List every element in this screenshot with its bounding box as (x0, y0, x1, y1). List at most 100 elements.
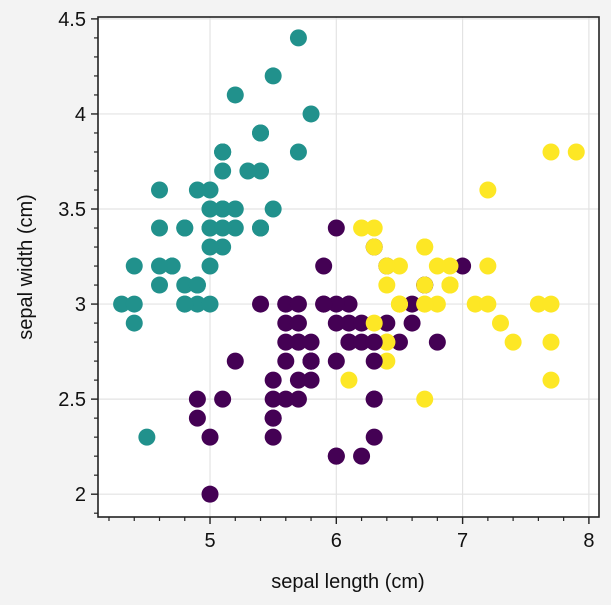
data-point (365, 219, 383, 237)
data-point (201, 485, 219, 503)
data-point (214, 390, 232, 408)
data-point (113, 295, 131, 313)
data-point (378, 314, 396, 332)
data-point (226, 352, 244, 370)
data-point (201, 238, 219, 256)
data-point (289, 333, 307, 351)
data-point (289, 314, 307, 332)
y-tick-label: 2 (75, 484, 86, 506)
data-point (340, 371, 358, 389)
x-tick-label: 7 (457, 530, 468, 552)
data-point (416, 238, 434, 256)
data-point (479, 181, 497, 199)
data-point (365, 314, 383, 332)
data-point (365, 238, 383, 256)
data-point (264, 67, 282, 85)
data-point (214, 219, 232, 237)
data-point (138, 428, 156, 446)
data-point (441, 276, 459, 294)
data-point (264, 428, 282, 446)
data-point (226, 200, 244, 218)
data-point (504, 333, 522, 351)
data-point (403, 314, 421, 332)
data-point (188, 409, 206, 427)
data-point (201, 257, 219, 275)
y-tick-label: 2.5 (58, 389, 86, 411)
data-point (466, 295, 484, 313)
data-point (340, 333, 358, 351)
data-point (125, 314, 143, 332)
data-point (479, 257, 497, 275)
data-point (327, 447, 345, 465)
data-point (428, 257, 446, 275)
data-point (315, 295, 333, 313)
data-point (353, 333, 371, 351)
data-point (201, 200, 219, 218)
data-point (327, 295, 345, 313)
data-point (353, 447, 371, 465)
axis-ticks: 5 6 7 8 2 2.5 3 3.5 4 4.5 (58, 9, 594, 552)
data-point (277, 295, 295, 313)
data-point (252, 219, 270, 237)
data-point (365, 428, 383, 446)
data-point (214, 200, 232, 218)
y-axis-label: sepal width (cm) (15, 194, 37, 340)
data-point (289, 295, 307, 313)
data-point (264, 200, 282, 218)
data-point (491, 314, 509, 332)
x-tick-label: 8 (583, 530, 594, 552)
x-tick-label: 6 (331, 530, 342, 552)
data-point (252, 295, 270, 313)
data-point (390, 257, 408, 275)
data-point (188, 181, 206, 199)
data-point (214, 162, 232, 180)
x-axis-label: sepal length (cm) (271, 571, 424, 593)
data-point (441, 257, 459, 275)
data-point (542, 371, 560, 389)
data-point (365, 352, 383, 370)
data-point (542, 333, 560, 351)
data-point (239, 162, 257, 180)
data-point (277, 352, 295, 370)
data-point (428, 295, 446, 313)
data-points (113, 29, 585, 503)
data-point (252, 162, 270, 180)
data-point (416, 295, 434, 313)
data-point (214, 238, 232, 256)
data-point (151, 219, 169, 237)
data-point (340, 295, 358, 313)
data-point (214, 143, 232, 161)
data-point (390, 295, 408, 313)
data-point (125, 257, 143, 275)
data-point (416, 276, 434, 294)
plot-frame (97, 16, 600, 518)
data-point (315, 257, 333, 275)
data-point (289, 371, 307, 389)
data-point (176, 295, 194, 313)
data-point (264, 371, 282, 389)
data-point (226, 86, 244, 104)
data-point (277, 314, 295, 332)
data-point (542, 295, 560, 313)
data-point (353, 219, 371, 237)
data-point (327, 352, 345, 370)
data-point (176, 276, 194, 294)
data-point (163, 257, 181, 275)
data-point (201, 295, 219, 313)
data-point (428, 333, 446, 351)
data-point (201, 428, 219, 446)
data-point (289, 29, 307, 47)
data-point (479, 295, 497, 313)
data-point (289, 390, 307, 408)
data-point (151, 181, 169, 199)
data-point (390, 333, 408, 351)
data-point (302, 333, 320, 351)
data-point (365, 333, 383, 351)
data-point (201, 181, 219, 199)
data-point (378, 276, 396, 294)
data-point (302, 371, 320, 389)
data-point (289, 143, 307, 161)
data-point (327, 314, 345, 332)
data-point (252, 124, 270, 142)
